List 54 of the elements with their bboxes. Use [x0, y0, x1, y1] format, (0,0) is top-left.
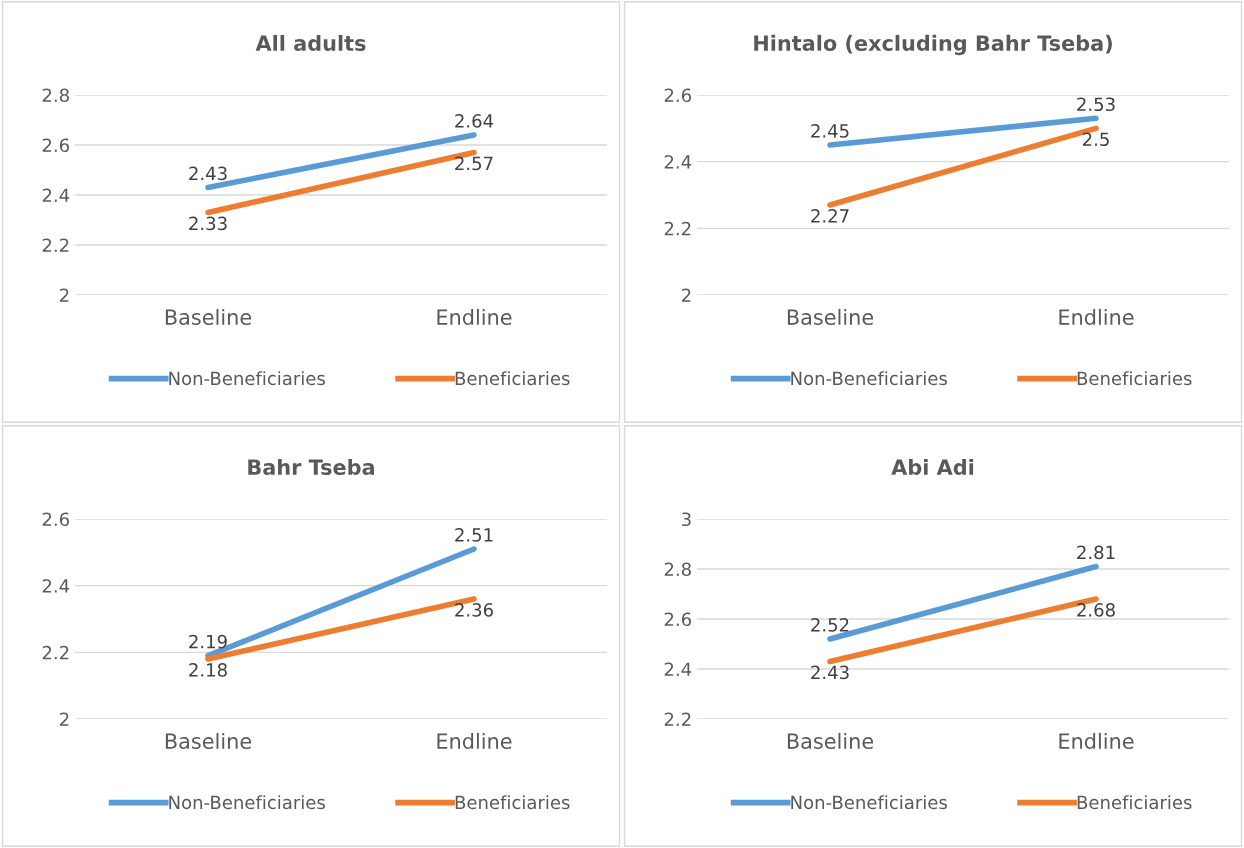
data-label: 2.81	[1077, 545, 1115, 560]
y-tick-label: 3	[682, 512, 691, 527]
chart-title: Hintalo (excluding Bahr Tseba)	[754, 34, 1112, 56]
legend-label: Beneficiaries	[455, 371, 570, 386]
legend-label: Non-Beneficiaries	[791, 795, 947, 810]
y-tick-label: 2.6	[42, 138, 69, 153]
data-label: 2.18	[189, 663, 227, 677]
y-tick-label: 2.6	[664, 612, 691, 627]
y-tick-label: 2	[681, 288, 691, 302]
data-label: 2.27	[811, 209, 849, 223]
chart-title: Abi Adi	[891, 458, 974, 476]
data-label: 2.64	[455, 114, 494, 128]
data-label: 2.53	[1077, 97, 1115, 112]
x-tick-label: Endline	[1059, 732, 1134, 750]
x-tick-label: Baseline	[165, 732, 252, 750]
y-tick-label: 2	[59, 712, 69, 726]
x-tick-label: Baseline	[787, 732, 874, 750]
y-tick-label: 2.2	[664, 712, 691, 726]
y-tick-label: 2.2	[42, 238, 69, 252]
chart-title: All adults	[255, 34, 366, 52]
x-tick-label: Endline	[437, 732, 512, 750]
y-tick-label: 2.8	[664, 562, 691, 577]
y-tick-label: 2.4	[42, 188, 70, 202]
y-tick-label: 2.6	[664, 88, 691, 103]
legend-label: Non-Beneficiaries	[169, 371, 325, 386]
data-label: 2.5	[1082, 132, 1109, 147]
data-label: 2.19	[189, 634, 227, 649]
data-label: 2.52	[811, 618, 849, 632]
x-tick-label: Baseline	[165, 308, 252, 326]
legend-label: Beneficiaries	[1077, 795, 1192, 810]
data-label: 2.51	[455, 528, 493, 542]
legend-label: Beneficiaries	[1077, 371, 1192, 386]
data-label: 2.68	[1077, 603, 1115, 617]
legend-label: Non-Beneficiaries	[791, 371, 947, 386]
data-label: 2.43	[811, 665, 849, 680]
data-label: 2.33	[189, 216, 227, 231]
y-tick-label: 2.2	[42, 645, 69, 660]
x-tick-label: Endline	[437, 308, 512, 326]
data-label: 2.45	[811, 124, 849, 138]
x-tick-label: Endline	[1059, 308, 1134, 326]
y-tick-label: 2.4	[42, 579, 70, 593]
legend-label: Non-Beneficiaries	[169, 795, 325, 810]
data-label: 2.36	[455, 603, 493, 617]
y-tick-label: 2.8	[42, 88, 69, 103]
x-tick-label: Baseline	[787, 308, 874, 326]
y-tick-label: 2.6	[42, 512, 69, 527]
legend-label: Beneficiaries	[455, 795, 570, 810]
y-tick-label: 2.4	[664, 155, 692, 169]
data-label: 2.43	[189, 166, 227, 181]
y-tick-label: 2	[59, 288, 69, 302]
chart-title: Bahr Tseba	[248, 458, 374, 476]
data-label: 2.57	[455, 156, 493, 171]
y-tick-label: 2.2	[664, 221, 691, 236]
y-tick-label: 2.4	[664, 662, 692, 676]
